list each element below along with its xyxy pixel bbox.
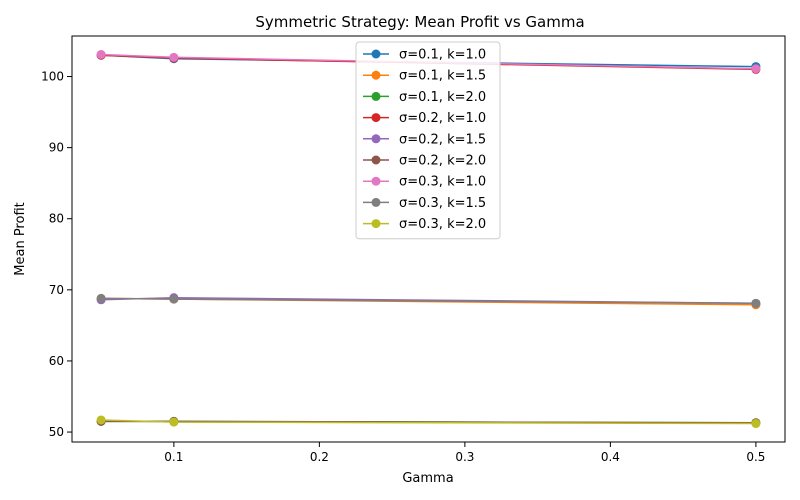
y-tick-label: 70 [49, 283, 64, 297]
legend-label: σ=0.2, k=2.0 [399, 154, 486, 169]
x-axis-label: Gamma [402, 471, 453, 486]
data-point [96, 293, 106, 303]
legend-item: σ=0.1, k=1.0 [363, 48, 486, 63]
y-tick-label: 80 [49, 212, 64, 226]
legend-label: σ=0.1, k=1.0 [399, 48, 486, 63]
legend-label: σ=0.1, k=2.0 [399, 90, 486, 105]
data-point [96, 415, 106, 425]
legend-swatch-marker [371, 91, 381, 101]
x-tick-label: 0.4 [601, 450, 620, 464]
plot-area [96, 49, 761, 429]
legend-swatch-marker [371, 176, 381, 186]
legend-item: σ=0.2, k=1.0 [363, 111, 486, 126]
legend-item: σ=0.3, k=1.0 [363, 175, 486, 190]
legend-label: σ=0.3, k=1.5 [399, 196, 486, 211]
x-tick-label: 0.1 [164, 450, 183, 464]
legend-label: σ=0.1, k=1.5 [399, 69, 486, 84]
data-point [751, 64, 761, 74]
legend-box [355, 41, 501, 240]
legend-item: σ=0.2, k=1.5 [363, 132, 486, 147]
legend-swatch-marker [371, 134, 381, 144]
x-tick-label: 0.3 [455, 450, 474, 464]
y-tick-label: 60 [49, 354, 64, 368]
legend-swatch-marker [371, 49, 381, 59]
data-point [169, 417, 179, 427]
series-9 [96, 415, 761, 429]
data-point [751, 298, 761, 308]
legend-item: σ=0.1, k=2.0 [363, 90, 486, 105]
data-point [169, 52, 179, 62]
legend-swatch-marker [371, 219, 381, 229]
legend-label: σ=0.2, k=1.5 [399, 132, 486, 147]
legend-swatch-marker [371, 113, 381, 123]
y-axis-label: Mean Profit [13, 202, 28, 275]
y-tick-label: 50 [49, 425, 64, 439]
legend-swatch-marker [371, 70, 381, 80]
data-point [169, 294, 179, 304]
legend-label: σ=0.3, k=1.0 [399, 175, 486, 190]
series-7 [96, 49, 761, 74]
legend-swatch-marker [371, 197, 381, 207]
legend-item: σ=0.3, k=1.5 [363, 196, 486, 211]
x-tick-label: 0.5 [746, 450, 765, 464]
x-tick-label: 0.2 [310, 450, 329, 464]
y-tick-label: 100 [41, 70, 64, 84]
x-axis: 0.1 0.2 0.3 0.4 0.5 [164, 442, 765, 464]
y-axis: 50 60 70 80 90 100 [41, 70, 72, 439]
data-point [96, 49, 106, 59]
y-tick-label: 90 [49, 141, 64, 155]
plot-frame [71, 35, 786, 443]
legend-swatch-marker [371, 155, 381, 165]
legend-label: σ=0.3, k=2.0 [399, 217, 486, 232]
series-8 [96, 293, 761, 308]
chart-title: Symmetric Strategy: Mean Profit vs Gamma [255, 13, 584, 31]
data-point [751, 419, 761, 429]
legend-item: σ=0.1, k=1.5 [363, 69, 486, 84]
series-line [101, 297, 756, 305]
legend-item: σ=0.2, k=2.0 [363, 154, 486, 169]
legend-label: σ=0.2, k=1.0 [399, 111, 486, 126]
legend: σ=0.1, k=1.0 σ=0.1, k=1.5 σ=0.1, k=2.0 σ=0.… [355, 41, 501, 240]
legend-item: σ=0.3, k=2.0 [363, 217, 486, 232]
